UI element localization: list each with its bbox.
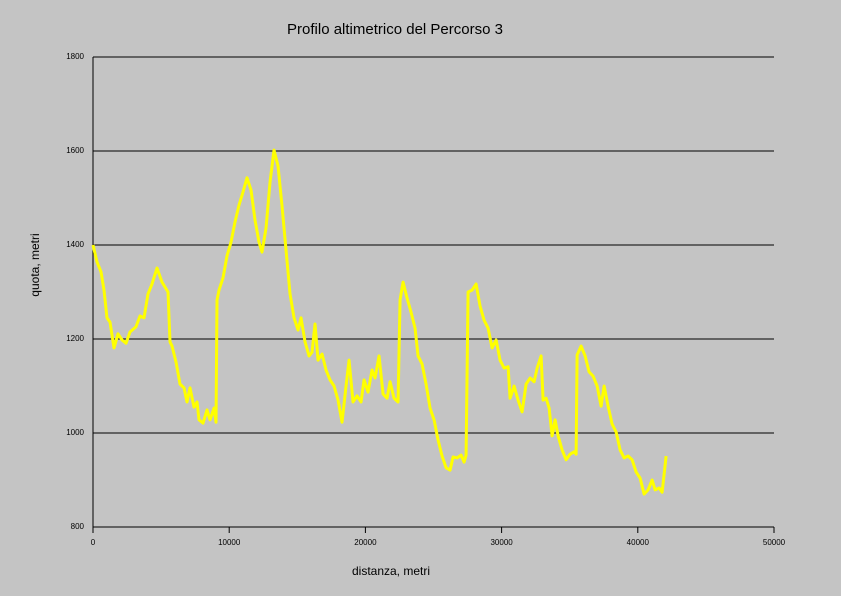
chart-title: Profilo altimetrico del Percorso 3 [287,21,503,38]
y-tick-label: 1600 [66,146,84,155]
x-tick-label: 30000 [490,538,513,547]
y-tick-label: 1800 [66,52,84,61]
line [91,148,668,496]
x-tick-label: 20000 [354,538,377,547]
x-tick-label: 0 [91,538,96,547]
y-tick-label: 1200 [66,334,84,343]
x-tick-label: 10000 [218,538,241,547]
x-tick-label: 50000 [763,538,786,547]
y-tick-label: 1000 [66,428,84,437]
y-axis-label: quota, metri [28,233,42,296]
y-tick-label: 1400 [66,240,84,249]
y-tick-label: 800 [71,522,85,531]
x-axis-label: distanza, metri [352,564,430,578]
x-tick-label: 40000 [627,538,650,547]
